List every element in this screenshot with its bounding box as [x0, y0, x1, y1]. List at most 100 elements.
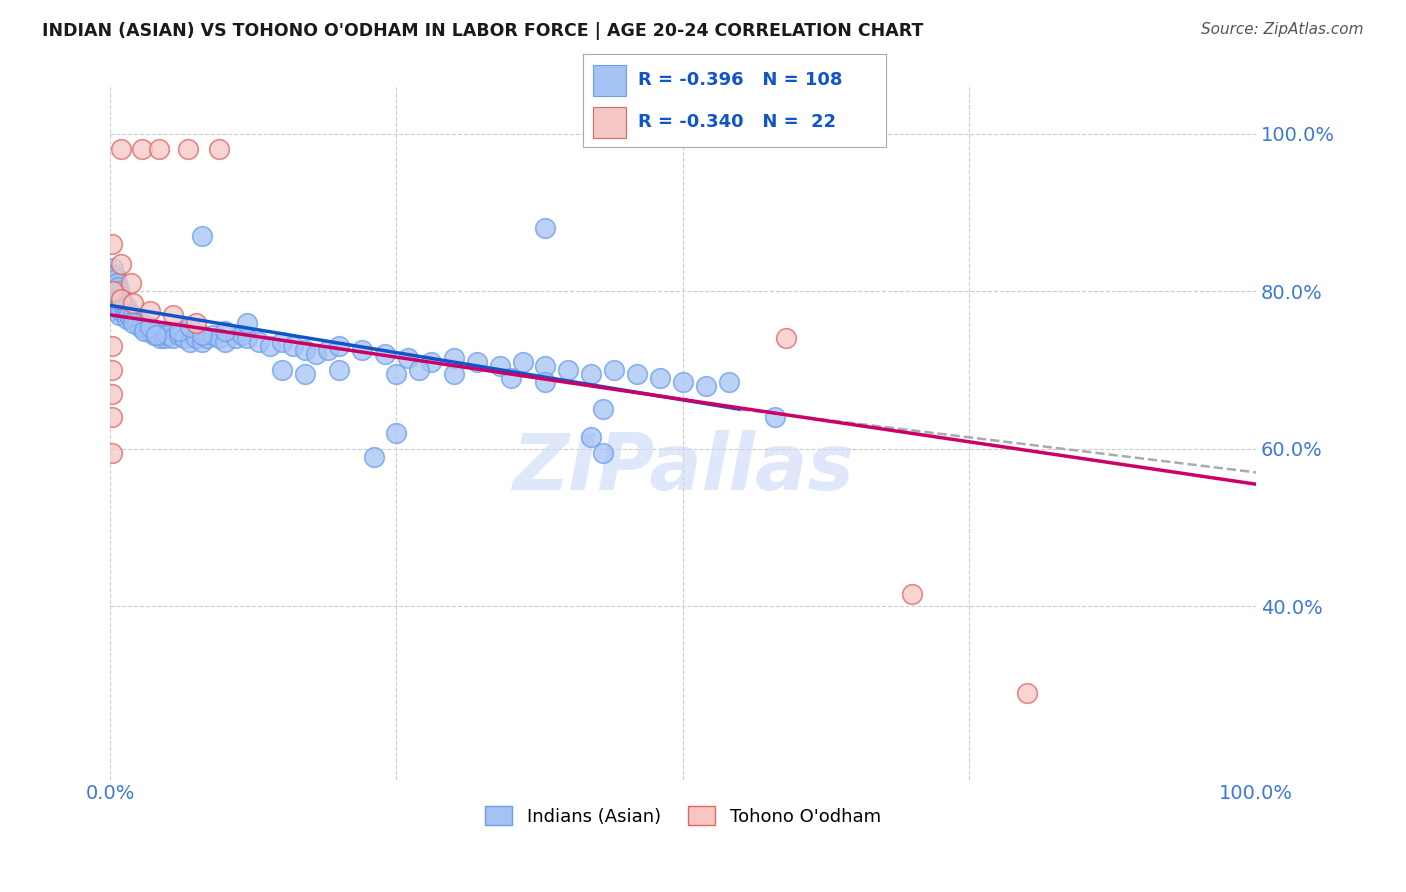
Point [105, 288, 128, 302]
Point [363, 450, 385, 464]
Point [103, 296, 125, 310]
Point [122, 296, 145, 310]
Point [101, 339, 124, 353]
Point [124, 311, 146, 326]
Point [162, 308, 184, 322]
Point [101, 292, 124, 306]
Point [142, 327, 165, 342]
Point [901, 587, 924, 601]
Point [648, 371, 671, 385]
Point [148, 142, 170, 156]
Point [100, 268, 122, 283]
Point [443, 351, 465, 366]
Point [283, 339, 305, 353]
Point [717, 375, 740, 389]
Point [139, 319, 162, 334]
Text: R = -0.340   N =  22: R = -0.340 N = 22 [638, 113, 837, 131]
Point [294, 367, 316, 381]
Point [107, 292, 129, 306]
Point [214, 324, 236, 338]
Point [149, 331, 172, 345]
Point [225, 331, 247, 345]
Point [145, 324, 167, 338]
Point [108, 296, 131, 310]
Point [153, 331, 176, 345]
Point [134, 324, 156, 338]
Point [120, 277, 142, 291]
Point [101, 386, 124, 401]
Point [672, 375, 695, 389]
Point [103, 268, 125, 283]
Text: INDIAN (ASIAN) VS TOHONO O'ODHAM IN LABOR FORCE | AGE 20-24 CORRELATION CHART: INDIAN (ASIAN) VS TOHONO O'ODHAM IN LABO… [42, 22, 924, 40]
Point [214, 335, 236, 350]
Point [190, 327, 212, 342]
Point [316, 343, 339, 358]
Point [146, 327, 169, 342]
Point [294, 343, 316, 358]
Point [117, 304, 139, 318]
Point [110, 292, 132, 306]
Point [443, 367, 465, 381]
Point [103, 292, 125, 306]
Point [145, 327, 167, 342]
Point [488, 359, 510, 373]
Point [103, 272, 125, 286]
Point [120, 311, 142, 326]
Point [103, 304, 125, 318]
Point [695, 378, 717, 392]
Point [557, 363, 579, 377]
Point [115, 300, 138, 314]
Point [465, 355, 488, 369]
Point [534, 221, 557, 235]
Point [396, 351, 419, 366]
Point [167, 327, 190, 342]
Point [581, 430, 603, 444]
Legend: Indians (Asian), Tohono O'odham: Indians (Asian), Tohono O'odham [478, 799, 887, 833]
Point [231, 327, 253, 342]
Point [138, 319, 160, 334]
Point [534, 359, 557, 373]
Point [603, 363, 626, 377]
Point [105, 277, 128, 291]
Point [190, 229, 212, 244]
Point [202, 327, 225, 342]
Point [110, 300, 132, 314]
Point [110, 257, 132, 271]
Point [259, 339, 281, 353]
Point [101, 410, 124, 425]
Point [122, 308, 145, 322]
Point [118, 308, 141, 322]
Point [152, 327, 174, 342]
Point [111, 296, 134, 310]
Point [128, 319, 150, 334]
Point [512, 355, 534, 369]
Point [101, 363, 124, 377]
Point [419, 355, 441, 369]
Point [115, 308, 138, 322]
Point [108, 308, 131, 322]
Point [592, 402, 614, 417]
Point [1015, 686, 1038, 700]
Text: Source: ZipAtlas.com: Source: ZipAtlas.com [1201, 22, 1364, 37]
Point [122, 316, 145, 330]
Point [110, 288, 132, 302]
Point [236, 331, 259, 345]
Point [101, 277, 124, 291]
Point [270, 335, 292, 350]
Point [179, 319, 201, 334]
Point [247, 335, 270, 350]
Point [184, 331, 207, 345]
Point [103, 284, 125, 298]
Point [270, 363, 292, 377]
Point [179, 335, 201, 350]
Point [112, 300, 135, 314]
Point [131, 316, 153, 330]
Point [101, 445, 124, 459]
Point [103, 260, 125, 275]
Point [127, 316, 149, 330]
Point [385, 425, 408, 440]
Point [167, 324, 190, 338]
Point [110, 292, 132, 306]
Point [534, 375, 557, 389]
Point [184, 316, 207, 330]
